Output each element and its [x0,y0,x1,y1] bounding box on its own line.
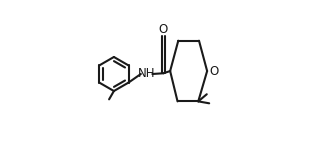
Text: O: O [210,65,219,78]
Text: O: O [159,23,168,36]
Text: NH: NH [138,67,155,80]
